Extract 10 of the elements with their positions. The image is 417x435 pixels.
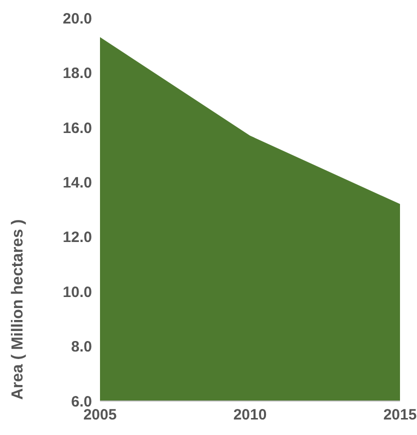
x-tick-label: 2010 [233,406,267,424]
y-axis-title: Area ( Million hectares ) [10,219,27,400]
y-tick-label: 14.0 [62,174,92,192]
y-tick-label: 12.0 [62,229,92,246]
y-tick-label: 18.0 [62,65,92,82]
y-tick-label: 16.0 [62,120,92,137]
y-tick-label: 10.0 [62,284,92,301]
y-tick-label: 20.0 [62,10,92,28]
x-tick-label: 2015 [383,406,417,424]
y-tick-label: 8.0 [71,338,92,356]
